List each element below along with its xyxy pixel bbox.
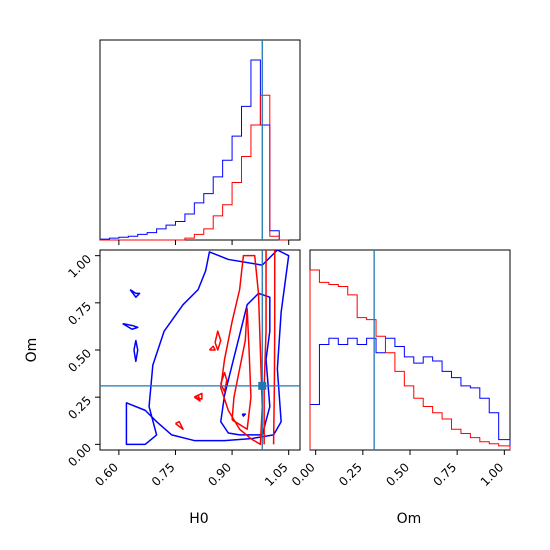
- contour-blue-1: [220, 292, 271, 436]
- x-tick-label-om-4: 1.00: [478, 460, 507, 489]
- contour-blue-3: [122, 322, 139, 330]
- x-tick-label-om-1: 0.25: [336, 460, 365, 489]
- x-tick-label-h0-0: 0.60: [92, 460, 121, 489]
- contour-red-7: [220, 371, 228, 393]
- contour-red-8: [208, 345, 216, 351]
- y-tick-label-om-2: 0.50: [65, 346, 94, 375]
- contour-red-0: [272, 250, 276, 445]
- contour-red-9: [194, 392, 203, 400]
- x-tick-label-h0-3: 1.05: [262, 460, 291, 489]
- y-tick-label-om-4: 1.00: [65, 252, 94, 281]
- hist-om-red-series: [309, 269, 511, 450]
- contour-red-6: [214, 330, 222, 351]
- contour-red-3: [231, 307, 252, 430]
- x-tick-label-om-3: 0.75: [430, 460, 459, 489]
- plot-marks: [99, 40, 511, 450]
- y-tick-label-om-0: 0.00: [65, 441, 94, 470]
- hist-h0-red-series: [100, 94, 289, 241]
- x-axis-label-h0: H0: [189, 511, 208, 527]
- contour-red-4: [175, 420, 184, 430]
- contour-blue-2: [129, 288, 141, 298]
- x-tick-label-om-0: 0.00: [289, 460, 318, 489]
- y-tick-label-om-3: 0.75: [65, 299, 94, 328]
- x-axis-label-om: Om: [397, 511, 422, 527]
- hist-om-blue-series: [309, 337, 511, 450]
- hist-h0-blue-series: [99, 59, 289, 241]
- hist-om-frame: [309, 249, 511, 451]
- contour-blue-0: [125, 249, 290, 446]
- contour-blue-4: [133, 339, 139, 363]
- contour-frame: [99, 249, 301, 451]
- y-axis-label-om: Om: [24, 338, 40, 363]
- hist-h0-frame: [99, 39, 301, 241]
- contour-red-2: [220, 254, 264, 446]
- x-tick-label-h0-1: 0.75: [149, 460, 178, 489]
- contour-blue-5: [241, 413, 247, 417]
- x-tick-label-om-2: 0.50: [383, 460, 412, 489]
- y-tick-label-om-1: 0.25: [65, 393, 94, 422]
- truth-point-marker: [258, 381, 267, 390]
- x-tick-label-h0-2: 0.90: [205, 460, 234, 489]
- contour-red-1: [263, 250, 267, 445]
